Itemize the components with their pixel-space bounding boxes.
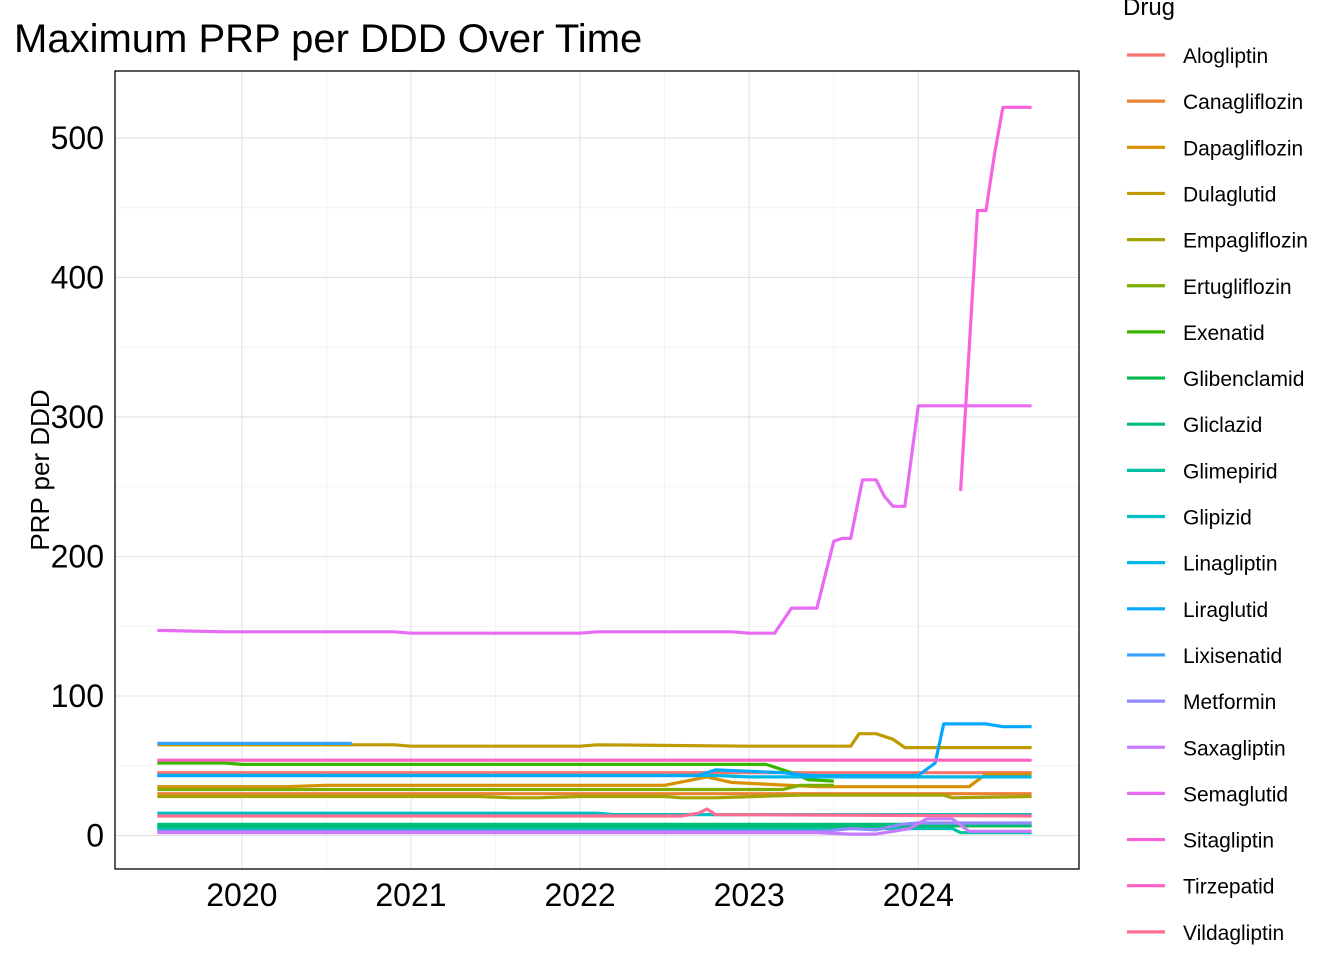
y-tick-label: 0 xyxy=(86,818,104,854)
y-axis-ticks: 0 100 200 300 400 500 xyxy=(51,120,104,854)
x-tick-label: 2023 xyxy=(714,877,785,913)
legend-label: Dapagliflozin xyxy=(1183,137,1303,160)
legend-label: Dulaglutid xyxy=(1183,183,1276,206)
series-line-saxagliptin xyxy=(157,817,1032,836)
x-axis-ticks: 2020 2021 2022 2023 2024 xyxy=(206,877,954,913)
gridlines xyxy=(115,71,1079,869)
legend-item-canagliflozin: Canagliflozin xyxy=(1127,91,1303,114)
series-line-vildagliptin xyxy=(157,807,1032,818)
legend-item-metformin: Metformin xyxy=(1127,691,1276,714)
legend-label: Empagliflozin xyxy=(1183,230,1308,253)
y-tick-label: 400 xyxy=(51,259,104,295)
legend-item-linagliptin: Linagliptin xyxy=(1127,553,1278,576)
legend-label: Canagliflozin xyxy=(1183,91,1303,114)
legend-label: Sitagliptin xyxy=(1183,830,1274,853)
legend-item-glipizid: Glipizid xyxy=(1127,507,1252,530)
y-tick-label: 500 xyxy=(51,120,104,156)
legend-title: Drug xyxy=(1123,0,1175,21)
legend-item-semaglutid: Semaglutid xyxy=(1127,783,1288,806)
y-tick-label: 200 xyxy=(51,538,104,574)
legend-item-tirzepatid: Tirzepatid xyxy=(1127,876,1274,899)
series-line-dulaglutid xyxy=(157,732,1032,750)
legend-label: Exenatid xyxy=(1183,322,1265,345)
legend-item-liraglutid: Liraglutid xyxy=(1127,599,1268,622)
legend-item-glibenclamid: Glibenclamid xyxy=(1127,368,1304,391)
series-line-dapagliflozin xyxy=(157,772,1032,789)
x-tick-label: 2020 xyxy=(206,877,277,913)
y-axis-title: PRP per DDD xyxy=(25,389,55,550)
legend-label: Vildagliptin xyxy=(1183,922,1284,945)
series-line-liraglutid xyxy=(157,722,1032,778)
plot-border xyxy=(114,70,1080,870)
y-tick-label: 300 xyxy=(51,399,104,435)
legend: Alogliptin Canagliflozin Dapagliflozin Dula… xyxy=(1127,45,1308,945)
legend-item-ertugliflozin: Ertugliflozin xyxy=(1127,276,1292,299)
legend-label: Ertugliflozin xyxy=(1183,276,1292,299)
series-line-semaglutid xyxy=(157,404,1032,635)
legend-label: Lixisenatid xyxy=(1183,645,1282,668)
legend-label: Tirzepatid xyxy=(1183,876,1274,899)
legend-item-dapagliflozin: Dapagliflozin xyxy=(1127,137,1303,160)
legend-item-sitagliptin: Sitagliptin xyxy=(1127,830,1274,853)
legend-label: Liraglutid xyxy=(1183,599,1268,622)
legend-item-vildagliptin: Vildagliptin xyxy=(1127,922,1284,945)
legend-label: Alogliptin xyxy=(1183,45,1268,68)
series-line-ertugliflozin xyxy=(157,783,834,792)
legend-item-dulaglutid: Dulaglutid xyxy=(1127,183,1276,206)
legend-label: Gliclazid xyxy=(1183,414,1262,437)
legend-label: Glibenclamid xyxy=(1183,368,1304,391)
series-line-empagliflozin xyxy=(157,793,1032,800)
legend-label: Linagliptin xyxy=(1183,553,1278,576)
legend-item-alogliptin: Alogliptin xyxy=(1127,45,1268,68)
legend-item-lixisenatid: Lixisenatid xyxy=(1127,645,1282,668)
legend-item-empagliflozin: Empagliflozin xyxy=(1127,230,1308,253)
chart-title: Maximum PRP per DDD Over Time xyxy=(14,17,642,61)
y-tick-label: 100 xyxy=(51,678,104,714)
x-tick-label: 2024 xyxy=(883,877,954,913)
legend-label: Glimepirid xyxy=(1183,460,1278,483)
legend-label: Glipizid xyxy=(1183,507,1252,530)
legend-item-gliclazid: Gliclazid xyxy=(1127,414,1262,437)
legend-item-exenatid: Exenatid xyxy=(1127,322,1265,345)
legend-item-glimepirid: Glimepirid xyxy=(1127,460,1278,483)
legend-label: Saxagliptin xyxy=(1183,737,1286,760)
legend-label: Semaglutid xyxy=(1183,783,1288,806)
series-line-sitagliptin xyxy=(959,105,1032,491)
x-tick-label: 2021 xyxy=(375,877,446,913)
series-lines xyxy=(157,105,1032,836)
series-line-exenatid xyxy=(157,761,834,783)
x-tick-label: 2022 xyxy=(544,877,615,913)
legend-label: Metformin xyxy=(1183,691,1276,714)
legend-item-saxagliptin: Saxagliptin xyxy=(1127,737,1286,760)
